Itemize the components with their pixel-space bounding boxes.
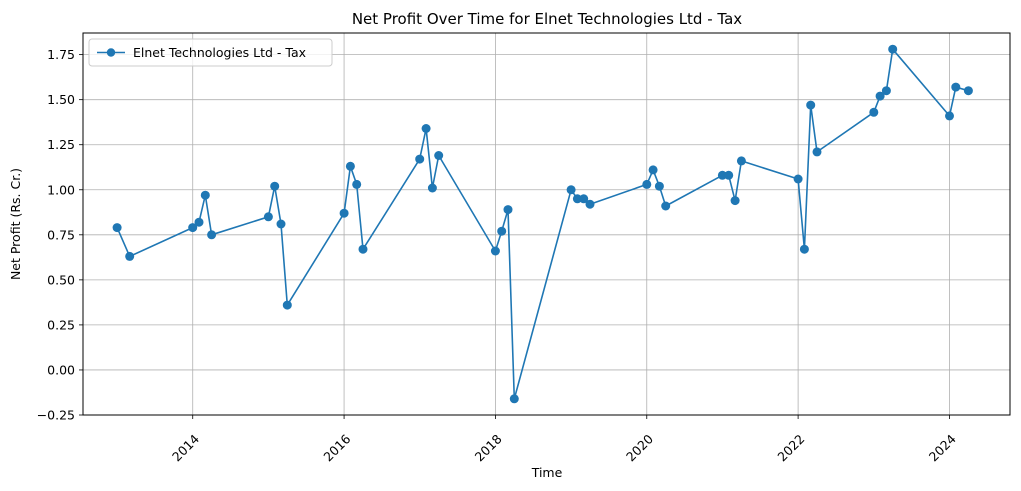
y-tick-label: 1.75 [47,47,75,62]
data-point [661,201,671,211]
data-point [427,183,437,193]
data-point [490,246,500,256]
legend: Elnet Technologies Ltd - Tax [88,38,333,67]
data-point [793,174,803,184]
data-point [799,244,809,254]
plot-frame [82,32,1011,416]
y-tick-label: 0.75 [47,227,75,242]
legend-marker-swatch [106,48,116,57]
y-tick-label: 0.25 [47,317,75,332]
data-point [207,230,217,240]
data-point [434,151,444,160]
data-point [642,179,652,189]
chart-title: Net Profit Over Time for Elnet Technolog… [352,10,742,28]
data-point [648,165,658,175]
y-tick-label: 0.00 [47,362,75,377]
data-point [717,170,727,180]
y-tick-label: 1.50 [47,92,75,107]
data-point [415,154,425,164]
data-point [869,107,879,117]
data-point [509,394,519,404]
data-point [875,91,885,101]
y-tick-label: −0.25 [37,408,75,423]
data-point [579,194,589,204]
x-axis-title: Time [531,465,563,480]
data-point [951,82,961,92]
data-point [358,244,368,254]
data-point [125,251,135,261]
data-point [724,170,734,180]
data-point [812,147,822,157]
data-point [263,212,273,222]
data-point [112,223,122,233]
data-point [572,194,582,204]
data-point [282,300,292,310]
data-point [888,44,898,54]
data-point [585,199,595,209]
y-tick-label: 1.25 [47,137,75,152]
legend-label: Elnet Technologies Ltd - Tax [133,45,306,60]
legend-box [88,38,333,67]
data-point [566,185,576,195]
data-point [345,161,355,171]
y-axis: −0.25 0.00 0.25 0.50 0.75 1.00 1.25 1.50 1.75 [37,47,83,423]
data-point [654,181,664,191]
data-point [421,124,431,133]
series-layer [112,44,973,404]
data-point [736,156,746,166]
data-point [806,100,816,110]
data-point [503,205,513,215]
data-point [276,219,286,229]
data-point [497,226,507,236]
y-tick-label: 1.00 [47,182,75,197]
data-point [352,179,362,189]
data-point [194,217,204,227]
data-point [945,111,954,121]
data-point [339,208,349,218]
data-point [730,196,740,206]
y-tick-label: 0.50 [47,272,75,287]
data-point [200,190,210,200]
data-point [881,86,891,96]
data-point [188,223,198,233]
y-axis-title: Net Profit (Rs. Cr.) [8,168,23,280]
data-point [963,86,973,96]
data-point [270,181,280,191]
